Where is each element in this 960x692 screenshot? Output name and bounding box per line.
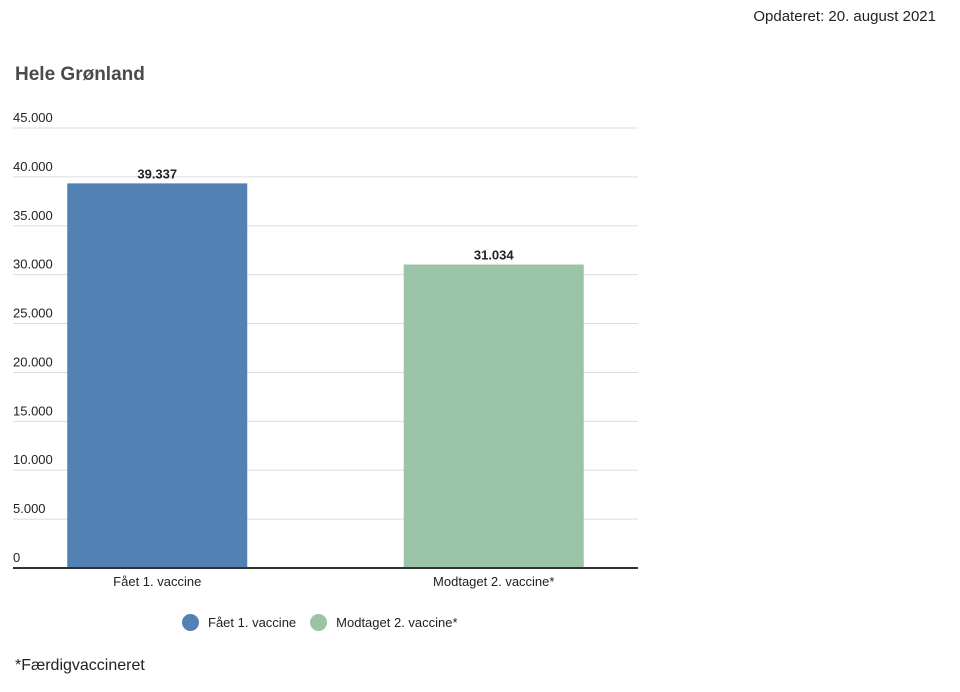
data-label: 31.034 xyxy=(474,248,515,263)
footnote: *Færdigvaccineret xyxy=(15,657,145,674)
legend-swatch-second-dose xyxy=(310,614,328,631)
y-tick-label: 25.000 xyxy=(13,306,53,321)
legend-item-second-dose: Modtaget 2. vaccine* xyxy=(310,614,458,631)
legend-item-first-dose: Fået 1. vaccine xyxy=(182,614,296,631)
y-tick-label: 20.000 xyxy=(13,354,53,369)
y-tick-label: 45.000 xyxy=(13,110,53,125)
bars xyxy=(67,183,584,568)
legend: Fået 1. vaccine Modtaget 2. vaccine* xyxy=(182,614,458,631)
x-tick-label: Modtaget 2. vaccine* xyxy=(433,574,554,589)
y-tick-label: 10.000 xyxy=(13,452,53,467)
legend-label-first-dose: Fået 1. vaccine xyxy=(208,615,297,630)
updated-date: Opdateret: 20. august 2021 xyxy=(753,8,936,25)
y-tick-label: 5.000 xyxy=(13,501,46,516)
chart-title: Hele Grønland xyxy=(15,64,145,85)
y-tick-label: 15.000 xyxy=(13,403,53,418)
legend-label-second-dose: Modtaget 2. vaccine* xyxy=(336,615,458,630)
data-label: 39.337 xyxy=(137,166,177,181)
bar-chart: 0 5.000 10.000 15.000 20.000 25.000 30.000 35.0… xyxy=(13,110,638,589)
bar xyxy=(67,183,248,568)
labels: 0 5.000 10.000 15.000 20.000 25.000 30.000 35.0… xyxy=(13,110,554,589)
y-tick-label: 0 xyxy=(13,550,20,565)
x-tick-label: Fået 1. vaccine xyxy=(113,574,201,589)
y-tick-label: 40.000 xyxy=(13,159,53,174)
y-tick-label: 35.000 xyxy=(13,208,53,223)
y-tick-label: 30.000 xyxy=(13,257,53,272)
bar xyxy=(403,264,584,568)
legend-swatch-first-dose xyxy=(182,614,199,631)
